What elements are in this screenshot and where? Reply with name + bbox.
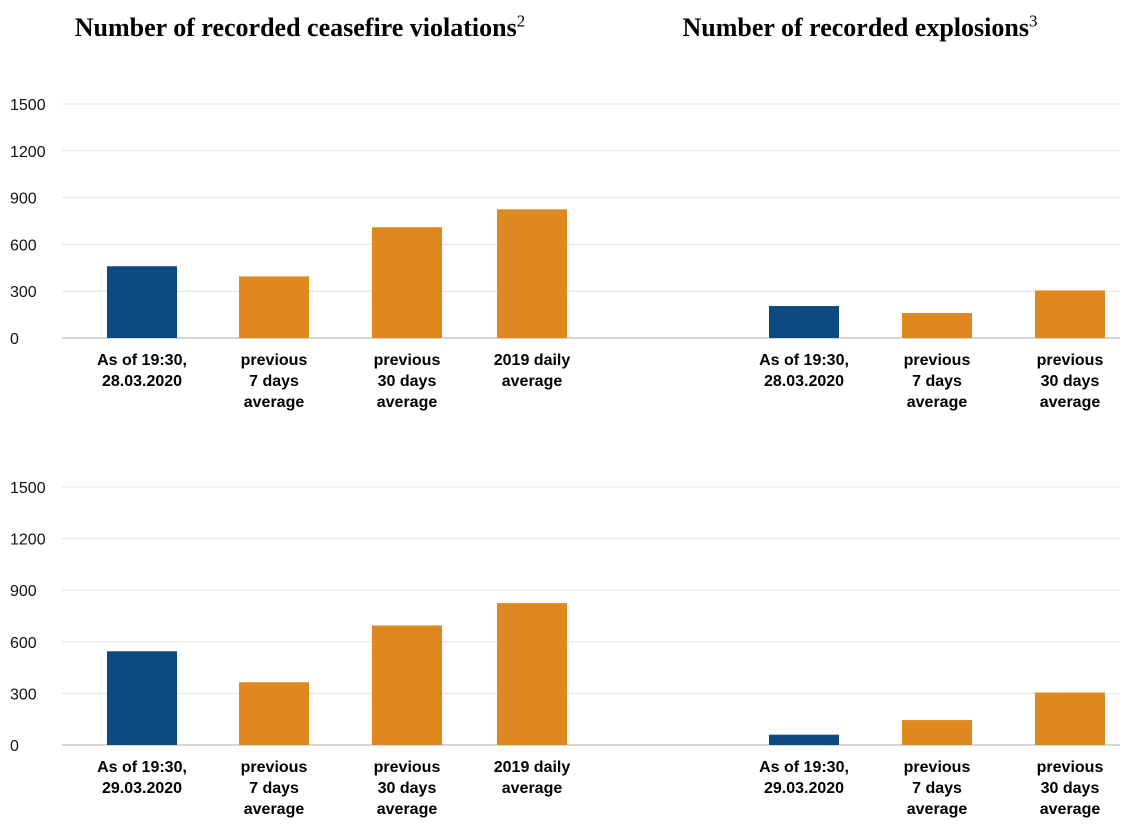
category-label: previous 7 days average (241, 759, 308, 818)
category-label-line: previous (374, 759, 441, 776)
category-label: 2019 daily average (494, 352, 571, 390)
category-label: 2019 daily average (494, 759, 571, 797)
category-label-line: 28.03.2020 (102, 373, 182, 390)
category-label-line: 2019 daily (494, 759, 571, 776)
category-label-line: previous (904, 759, 971, 776)
ceasefire-footnote-marker: 2 (516, 11, 526, 31)
explosions-footnote-marker: 3 (1028, 11, 1038, 31)
category-label-line: As of 19:30, (759, 352, 849, 369)
bar (239, 682, 309, 745)
category-label: previous 30 days average (374, 759, 441, 818)
category-label-line: average (502, 780, 563, 797)
category-label: previous 30 days average (1037, 759, 1104, 818)
bar (1035, 290, 1105, 338)
category-label-line: average (907, 394, 968, 411)
bar (107, 266, 177, 338)
ceasefire-title-text: Number of recorded ceasefire violations (74, 13, 517, 42)
category-label-line: average (502, 373, 563, 390)
category-label-line: average (377, 394, 438, 411)
category-label: previous 7 days average (904, 352, 971, 411)
category-label-line: previous (1037, 352, 1104, 369)
bar-chart-3: As of 19:30, 29.03.2020 previous 7 days aver… (97, 603, 570, 818)
category-label-line: 7 days (912, 373, 962, 390)
y-axis-row-2: 0 300 600 900 1200 1500 (10, 480, 1120, 755)
category-label-line: 29.03.2020 (102, 780, 182, 797)
bar (239, 276, 309, 338)
bar (497, 209, 567, 338)
category-label-line: previous (904, 352, 971, 369)
y-tick-label: 300 (10, 284, 37, 301)
category-label-line: previous (374, 352, 441, 369)
category-label-line: 30 days (378, 780, 437, 797)
category-label: As of 19:30, 29.03.2020 (97, 759, 187, 797)
category-label-line: average (244, 394, 305, 411)
category-label-line: 2019 daily (494, 352, 571, 369)
y-tick-label: 900 (10, 583, 37, 600)
category-label-line: average (907, 801, 968, 818)
category-label-line: As of 19:30, (97, 759, 187, 776)
bar (1035, 692, 1105, 745)
bar (372, 625, 442, 745)
explosions-chart-title: Number of recorded explosions3 (600, 12, 1120, 44)
y-axis-row-1: 0 300 600 900 1200 1500 (10, 97, 1120, 348)
y-tick-label: 1500 (10, 97, 46, 114)
category-label-line: average (1040, 801, 1101, 818)
category-label: As of 19:30, 28.03.2020 (97, 352, 187, 390)
category-label-line: 7 days (912, 780, 962, 797)
category-label-line: 29.03.2020 (764, 780, 844, 797)
category-label: previous 30 days average (374, 352, 441, 411)
bar (902, 313, 972, 338)
category-label: previous 30 days average (1037, 352, 1104, 411)
y-tick-label: 600 (10, 237, 37, 254)
category-label-line: As of 19:30, (97, 352, 187, 369)
ceasefire-chart-title: Number of recorded ceasefire violations2 (50, 12, 550, 44)
bar-chart-1: As of 19:30, 28.03.2020 previous 7 days aver… (97, 209, 570, 411)
category-label-line: As of 19:30, (759, 759, 849, 776)
bar (372, 227, 442, 338)
y-tick-label: 0 (10, 331, 19, 348)
category-label: As of 19:30, 28.03.2020 (759, 352, 849, 390)
category-label-line: previous (1037, 759, 1104, 776)
category-label-line: 7 days (249, 780, 299, 797)
bar-chart-4: As of 19:30, 29.03.2020 previous 7 days aver… (759, 692, 1105, 818)
category-label-line: 30 days (1041, 780, 1100, 797)
bar (769, 306, 839, 338)
y-tick-label: 600 (10, 635, 37, 652)
bar-chart-2: As of 19:30, 28.03.2020 previous 7 days aver… (759, 290, 1105, 411)
bar (769, 734, 839, 745)
bar (902, 720, 972, 745)
category-label-line: previous (241, 352, 308, 369)
category-label-line: previous (241, 759, 308, 776)
category-label-line: 30 days (1041, 373, 1100, 390)
category-label: previous 7 days average (241, 352, 308, 411)
category-label-line: average (1040, 394, 1101, 411)
y-tick-label: 1500 (10, 480, 46, 497)
y-tick-label: 900 (10, 191, 37, 208)
category-label: previous 7 days average (904, 759, 971, 818)
y-tick-label: 300 (10, 686, 37, 703)
category-label-line: average (377, 801, 438, 818)
category-label-line: 30 days (378, 373, 437, 390)
bar (107, 651, 177, 745)
y-tick-label: 1200 (10, 144, 46, 161)
y-tick-label: 0 (10, 738, 19, 755)
category-label-line: 28.03.2020 (764, 373, 844, 390)
category-label-line: average (244, 801, 305, 818)
category-label: As of 19:30, 29.03.2020 (759, 759, 849, 797)
y-tick-label: 1200 (10, 532, 46, 549)
explosions-title-text: Number of recorded explosions (682, 13, 1029, 42)
bar (497, 603, 567, 745)
category-label-line: 7 days (249, 373, 299, 390)
